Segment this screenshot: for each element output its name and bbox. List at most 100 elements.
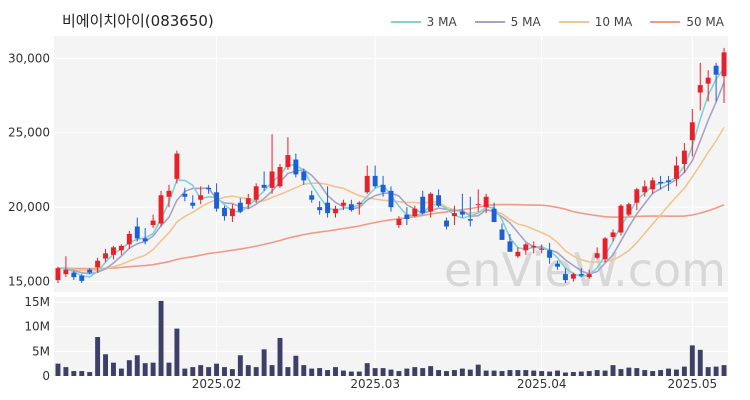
volume-bar: [285, 367, 291, 376]
candle-body: [594, 253, 600, 258]
candle-body: [634, 189, 640, 203]
candle-body: [404, 214, 410, 220]
volume-bar: [55, 363, 61, 376]
candle-body: [642, 186, 648, 193]
volume-bar: [150, 362, 156, 376]
candle-body: [325, 202, 331, 214]
volume-bar: [594, 370, 600, 376]
candle-body: [444, 220, 449, 227]
legend-label-5ma: 5 MA: [510, 15, 541, 29]
volume-bars: [55, 300, 727, 376]
volume-bar: [190, 367, 196, 376]
candle-body: [674, 165, 679, 179]
candle-body: [499, 229, 505, 240]
candle-body: [523, 244, 529, 251]
candle-body: [412, 208, 418, 217]
candle-body: [87, 269, 93, 273]
volume-bar: [103, 354, 108, 376]
volume-bar: [158, 300, 164, 376]
candle-body: [626, 204, 632, 215]
candlesticks: [55, 47, 727, 284]
candle-body: [166, 190, 172, 197]
volume-bar: [531, 370, 537, 376]
candle-body: [150, 220, 156, 226]
volume-bar: [436, 370, 442, 376]
candle-body: [118, 245, 124, 251]
legend-swatch-5ma: [474, 21, 505, 23]
volume-bar: [547, 371, 553, 376]
axis-labels: 15,000 20,000 25,000 30,000 0 5M 10M 15M 2025.02…: [8, 51, 717, 391]
candle-body: [95, 260, 101, 268]
candle-body: [333, 208, 338, 214]
volume-bar: [666, 368, 671, 376]
volume-bar: [182, 368, 188, 376]
candle-body: [515, 251, 521, 257]
volume-bar: [618, 369, 624, 376]
volume-bar: [166, 362, 172, 376]
volume-bar: [79, 371, 85, 376]
candle-body: [578, 274, 584, 276]
candle-body: [396, 219, 402, 226]
volume-bar: [71, 371, 77, 376]
volume-bar: [269, 365, 275, 376]
candle-body: [79, 275, 85, 281]
volume-bar: [63, 367, 69, 376]
volume-bar: [483, 370, 489, 376]
grid-lines: [54, 36, 728, 376]
volume-bar: [689, 345, 695, 376]
volume-bar: [658, 370, 664, 376]
candle-body: [618, 205, 624, 233]
candle-body: [610, 232, 616, 237]
volume-bar: [721, 365, 727, 376]
candle-body: [182, 193, 188, 197]
legend-label-3ma: 3 MA: [426, 15, 457, 29]
candle-body: [356, 202, 362, 205]
candle-body: [55, 268, 61, 281]
legend-item-3ma: 3 MA: [390, 15, 457, 29]
candle-body: [467, 219, 473, 221]
candle-body: [451, 213, 457, 217]
volume-bar: [237, 355, 243, 376]
volume-bar: [515, 370, 521, 376]
ma-line-50: [58, 203, 725, 270]
volume-tick-label: 15M: [24, 295, 50, 309]
volume-bar: [681, 366, 687, 376]
volume-bar: [475, 364, 481, 376]
volume-bar: [467, 369, 473, 376]
candle-body: [507, 241, 513, 252]
volume-bar: [570, 372, 576, 376]
volume-bar: [523, 370, 529, 376]
volume-bar: [206, 367, 212, 376]
volume-bar: [301, 365, 307, 376]
candle-body: [206, 187, 212, 190]
candle-body: [459, 211, 465, 215]
legend-item-10ma: 10 MA: [558, 15, 632, 29]
candle-body: [222, 207, 227, 217]
volume-bar: [245, 365, 251, 376]
candle-body: [71, 272, 77, 278]
volume-bar: [412, 367, 418, 376]
candle-body: [340, 202, 346, 206]
volume-bar: [364, 363, 370, 376]
price-tick-label: 25,000: [8, 126, 50, 140]
candle-body: [126, 233, 132, 245]
candle-body: [539, 248, 545, 250]
candle-body: [420, 196, 426, 214]
candle-body: [103, 253, 108, 259]
volume-bar: [309, 368, 315, 376]
candle-body: [253, 186, 259, 200]
candle-body: [174, 153, 180, 179]
candle-body: [293, 159, 299, 175]
volume-bar: [713, 366, 719, 376]
candle-body: [650, 180, 656, 190]
volume-bar: [459, 368, 465, 376]
legend-label-50ma: 50 MA: [686, 15, 724, 29]
candle-body: [436, 195, 442, 206]
date-tick-label: 2025.05: [668, 377, 718, 391]
volume-bar: [626, 367, 632, 376]
volume-bar: [142, 363, 148, 376]
candle-body: [713, 65, 719, 75]
candle-body: [666, 180, 671, 182]
volume-bar: [610, 365, 616, 376]
